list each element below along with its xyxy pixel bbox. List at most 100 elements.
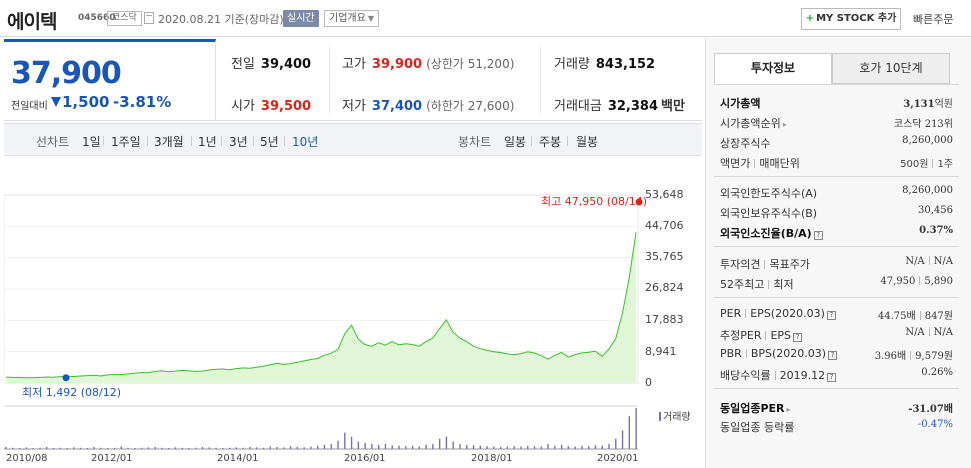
volume-bar bbox=[601, 445, 603, 449]
caret-right-icon: ▸ bbox=[782, 120, 787, 129]
foreign-hold-label: 외국인보유주식수(B) bbox=[720, 207, 818, 220]
face-value-value: 500원 bbox=[900, 159, 929, 170]
volume-bar bbox=[174, 447, 177, 449]
volume-bar bbox=[594, 445, 597, 449]
volume-bar bbox=[554, 445, 556, 449]
candle-monthly[interactable]: 월봉 bbox=[576, 135, 599, 149]
volume-bar bbox=[269, 446, 271, 449]
y-tick: 8,941 bbox=[645, 345, 677, 358]
chevron-down-icon: ▼ bbox=[367, 14, 374, 23]
price-chart-svg bbox=[4, 194, 643, 450]
volume-bar bbox=[520, 446, 522, 449]
low-value: 37,400 bbox=[371, 99, 423, 114]
price-line bbox=[5, 232, 637, 379]
period-1w[interactable]: 1주일 bbox=[111, 135, 141, 149]
stock-name: 에이텍 bbox=[7, 11, 57, 33]
volume-bar bbox=[276, 446, 278, 449]
volume-bar bbox=[296, 446, 299, 449]
company-info-dropdown[interactable]: 기업개요 ▼ bbox=[324, 10, 379, 27]
volume-bar bbox=[486, 446, 488, 449]
period-3y[interactable]: 3년 bbox=[229, 135, 248, 149]
opinion-row: 투자의견 목표주가 N/A N/A bbox=[720, 256, 953, 271]
x-tick: 2016/01 bbox=[344, 453, 386, 464]
week52-high-label: 52주최고 bbox=[720, 278, 765, 291]
volume-bar bbox=[628, 416, 631, 449]
help-icon[interactable]: ? bbox=[828, 351, 838, 360]
volume-bar bbox=[215, 447, 217, 449]
volume-bar bbox=[330, 444, 332, 449]
volume-bar bbox=[113, 447, 116, 449]
chart-period-bar: 선차트 1일 1주일 3개월 1년 3년 5년 10년 봉차트 일봉 주봉 월봉 bbox=[4, 123, 702, 156]
volume-bar bbox=[459, 444, 461, 449]
foreign-limit-label: 외국인한도주식수(A) bbox=[720, 187, 818, 200]
volume-bar bbox=[608, 444, 610, 449]
volume-bar bbox=[222, 448, 224, 449]
realtime-button[interactable]: 실시간 bbox=[283, 10, 319, 27]
dividend-label: 배당수익률 bbox=[720, 369, 771, 382]
tab-invest-info[interactable]: 투자정보 bbox=[714, 53, 832, 84]
volume-bar bbox=[120, 446, 122, 449]
target-price-value: N/A bbox=[933, 256, 953, 267]
market-cap-unit: 억원 bbox=[934, 99, 953, 110]
volume-bar bbox=[154, 446, 156, 449]
volume-bar bbox=[540, 446, 542, 449]
y-tick: 53,648 bbox=[645, 188, 684, 201]
period-5y[interactable]: 5년 bbox=[260, 135, 279, 149]
help-icon[interactable]: ? bbox=[827, 373, 837, 382]
add-mystock-button[interactable]: + MY STOCK 추가 bbox=[801, 8, 901, 30]
tab-order-book[interactable]: 호가 10단계 bbox=[832, 53, 950, 84]
trade-amount-value: 32,384 bbox=[607, 99, 659, 114]
volume-bar bbox=[547, 444, 549, 449]
candle-weekly[interactable]: 주봉 bbox=[539, 135, 562, 149]
listed-shares-row: 상장주식수 8,260,000 bbox=[720, 135, 953, 150]
est-eps-label: EPS bbox=[770, 329, 792, 342]
y-tick: 17,883 bbox=[645, 313, 684, 326]
calendar-icon bbox=[144, 12, 154, 24]
volume-bar bbox=[615, 438, 617, 449]
quick-order-link[interactable]: 빠른주문 bbox=[913, 13, 954, 26]
volume-bar bbox=[357, 441, 360, 449]
volume-bar bbox=[499, 446, 502, 449]
period-1d[interactable]: 1일 bbox=[82, 135, 101, 149]
eps-value: 847원 bbox=[924, 311, 953, 322]
low-label: 저가 bbox=[342, 99, 366, 114]
plus-icon: + bbox=[805, 13, 815, 24]
foreign-ratio-value: 0.37% bbox=[919, 225, 953, 236]
volume-bar bbox=[621, 430, 624, 449]
x-tick: 2020/01 bbox=[597, 453, 639, 464]
volume-bar bbox=[195, 447, 197, 449]
volume-bar bbox=[140, 447, 143, 449]
volume-bar bbox=[289, 446, 292, 449]
candle-daily[interactable]: 일봉 bbox=[504, 135, 527, 149]
change-label: 전일대비 bbox=[11, 101, 48, 112]
period-10y[interactable]: 10년 bbox=[292, 135, 319, 149]
volume: 거래량 843,152 bbox=[554, 53, 655, 72]
period-3m[interactable]: 3개월 bbox=[154, 135, 184, 149]
volume-bar bbox=[527, 445, 529, 449]
eps-label: EPS(2020.03) bbox=[750, 307, 825, 320]
dividend-row: 배당수익률 2019.12? 0.26% bbox=[720, 367, 953, 382]
volume-bar bbox=[5, 446, 7, 449]
volume-bar bbox=[479, 445, 481, 449]
volume-bar bbox=[86, 448, 89, 449]
price-chart[interactable]: 53,648 44,706 35,765 26,824 17,883 8,941… bbox=[4, 157, 702, 468]
help-icon[interactable]: ? bbox=[826, 311, 836, 320]
x-tick: 2018/01 bbox=[471, 453, 513, 464]
help-icon[interactable]: ? bbox=[813, 231, 823, 240]
volume-bar bbox=[493, 446, 495, 449]
x-tick: 2014/01 bbox=[217, 453, 259, 464]
base-date: 2020.08.21 기준(장마감) bbox=[158, 13, 284, 26]
volume-bar bbox=[337, 440, 339, 449]
dividend-date: 2019.12 bbox=[779, 369, 826, 382]
help-icon[interactable]: ? bbox=[793, 333, 803, 342]
volume-bar bbox=[25, 447, 28, 449]
foreign-hold-value: 30,456 bbox=[918, 205, 953, 216]
per-row: PER EPS(2020.03)? 44.75배 847원 bbox=[720, 307, 953, 322]
volume-bar bbox=[405, 446, 407, 449]
volume-bar bbox=[371, 444, 373, 449]
volume-bar bbox=[472, 445, 475, 449]
period-1y[interactable]: 1년 bbox=[198, 135, 217, 149]
volume-bar bbox=[344, 432, 346, 449]
x-tick: 2010/08 bbox=[6, 453, 48, 464]
caret-right-icon: ▸ bbox=[786, 405, 791, 414]
